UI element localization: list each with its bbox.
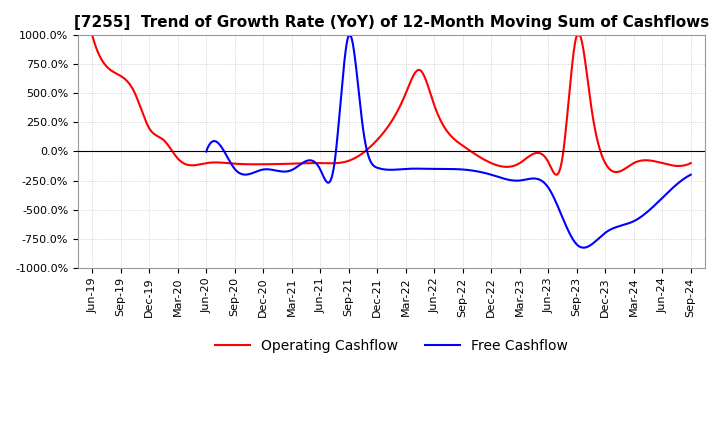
Free Cashflow <box>686 172 695 177</box>
Line: Free Cashflow: Free Cashflow <box>206 35 690 248</box>
Legend: Operating Cashflow, Free Cashflow: Operating Cashflow, Free Cashflow <box>210 333 574 358</box>
Operating Cashflow <box>552 172 561 177</box>
Operating Cashflow <box>669 163 678 168</box>
Free Cashflow <box>227 161 235 166</box>
Free Cashflow <box>580 245 588 250</box>
Line: Operating Cashflow: Operating Cashflow <box>92 35 690 175</box>
Free Cashflow <box>202 149 210 154</box>
Free Cashflow <box>425 166 433 172</box>
Free Cashflow <box>584 244 593 249</box>
Operating Cashflow <box>670 163 678 168</box>
Free Cashflow <box>672 182 681 187</box>
Operating Cashflow <box>363 147 372 152</box>
Free Cashflow <box>673 181 682 187</box>
Operating Cashflow <box>119 75 127 80</box>
Operating Cashflow <box>686 161 695 166</box>
Free Cashflow <box>344 33 353 38</box>
Operating Cashflow <box>559 145 568 150</box>
Operating Cashflow <box>379 130 387 136</box>
Title: [7255]  Trend of Growth Rate (YoY) of 12-Month Moving Sum of Cashflows: [7255] Trend of Growth Rate (YoY) of 12-… <box>74 15 709 30</box>
Free Cashflow <box>438 166 446 172</box>
Operating Cashflow <box>88 33 96 38</box>
